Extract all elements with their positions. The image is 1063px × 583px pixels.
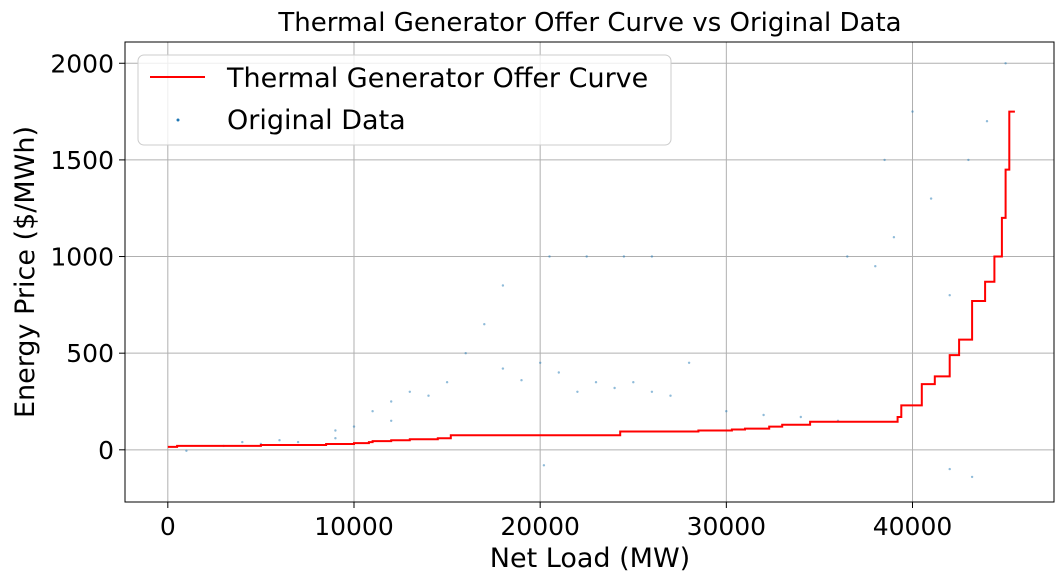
legend-box [137, 54, 672, 146]
data-point [427, 394, 430, 397]
data-point [594, 381, 598, 384]
data-point [296, 440, 300, 444]
y-tick-label: 1500 [50, 146, 114, 175]
data-point [762, 413, 765, 417]
y-tick-label: 500 [66, 339, 114, 368]
data-point [539, 361, 542, 364]
chart-title: Thermal Generator Offer Curve vs Origina… [277, 8, 901, 38]
data-point [799, 415, 802, 419]
data-point [948, 467, 951, 471]
data-point [948, 294, 951, 297]
data-point [622, 255, 626, 258]
y-tick-label: 2000 [50, 49, 114, 78]
data-point [687, 361, 691, 364]
data-point [483, 323, 486, 326]
data-point [408, 390, 411, 393]
offer-curve-line [167, 110, 1015, 448]
data-point [985, 120, 989, 123]
x-axis-label: Net Load (MW) [490, 543, 690, 574]
data-point [892, 236, 896, 239]
data-point [334, 429, 337, 432]
data-point [185, 449, 188, 452]
data-point [352, 425, 356, 428]
data-point [557, 371, 560, 374]
y-tick-label: 1000 [50, 243, 114, 272]
data-point [632, 381, 635, 384]
data-point [650, 255, 654, 258]
x-tick-label: 20000 [500, 512, 580, 541]
data-point [970, 475, 974, 479]
data-point [576, 390, 579, 393]
x-axis-ticks: 0 10000 20000 30000 40000 [160, 502, 952, 541]
data-point [445, 381, 449, 384]
data-point [241, 440, 244, 444]
data-point [669, 394, 672, 397]
data-point [501, 367, 505, 370]
data-point [874, 265, 877, 268]
data-point [548, 255, 551, 258]
data-point [967, 158, 970, 162]
legend-original-data-swatch [176, 118, 180, 122]
data-point [278, 439, 281, 442]
data-point [613, 386, 616, 390]
plot-area-frame [124, 41, 1055, 503]
data-point [501, 284, 505, 287]
data-point [725, 410, 728, 413]
x-tick-label: 10000 [314, 512, 394, 541]
x-tick-label: 40000 [873, 512, 953, 541]
data-point [542, 464, 546, 467]
data-point [1004, 62, 1007, 65]
y-axis-ticks: 0 500 1000 1500 2000 [50, 49, 125, 465]
y-axis-label: Energy Price ($/MWh) [10, 126, 41, 418]
data-point [371, 410, 374, 413]
y-tick-label: 0 [98, 436, 114, 465]
x-tick-label: 30000 [687, 512, 767, 541]
data-point [390, 400, 393, 403]
data-point [846, 255, 849, 258]
offer-curve-layer [167, 110, 1015, 448]
data-point [883, 158, 886, 162]
data-point [520, 379, 523, 382]
data-point [585, 255, 588, 258]
legend: Thermal Generator Offer Curve Original D… [137, 54, 672, 146]
data-point [334, 437, 337, 440]
data-point [390, 419, 393, 422]
data-point [929, 197, 933, 200]
data-point [464, 352, 467, 355]
legend-original-data-label: Original Data [227, 105, 406, 136]
legend-offer-curve-label: Thermal Generator Offer Curve [226, 63, 648, 94]
x-tick-label: 0 [160, 512, 176, 541]
data-point [911, 110, 914, 113]
data-point [650, 390, 654, 393]
